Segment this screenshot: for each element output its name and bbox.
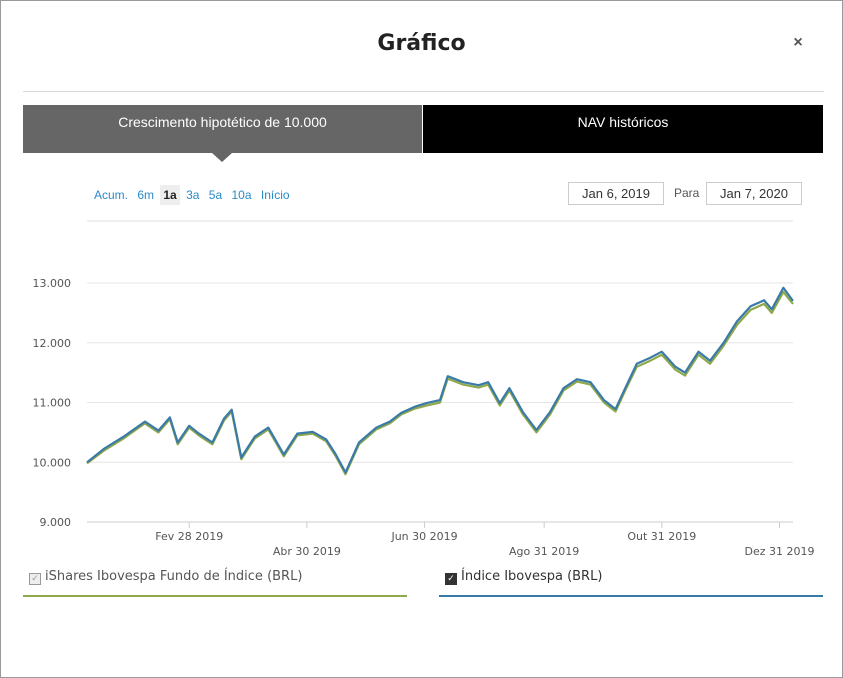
close-icon[interactable]: × bbox=[793, 34, 803, 51]
range-button-3a[interactable]: 3a bbox=[186, 188, 200, 202]
legend-label: iShares Ibovespa Fundo de Índice (BRL) bbox=[45, 569, 303, 584]
range-button-inicio[interactable]: Início bbox=[260, 188, 290, 202]
legend-item-ishares[interactable]: ✓ iShares Ibovespa Fundo de Índice (BRL) bbox=[23, 569, 407, 597]
x-tick-label: Jun 30 2019 bbox=[390, 530, 457, 543]
legend-label: Índice Ibovespa (BRL) bbox=[461, 569, 603, 584]
y-tick-label: 10.000 bbox=[33, 456, 72, 469]
y-tick-label: 9.000 bbox=[40, 516, 72, 529]
active-tab-caret-icon bbox=[212, 153, 232, 162]
start-date-input[interactable]: Jan 6, 2019 bbox=[568, 182, 664, 205]
dialog-title: Gráfico bbox=[377, 31, 466, 56]
date-separator-label: Para bbox=[674, 186, 700, 200]
range-button-acum[interactable]: Acum. bbox=[94, 188, 129, 202]
x-tick-label: Ago 31 2019 bbox=[509, 545, 579, 558]
x-tick-label: Out 31 2019 bbox=[627, 530, 696, 543]
range-button-10a[interactable]: 10a bbox=[231, 188, 252, 202]
series-line-2 bbox=[86, 286, 794, 474]
range-button-1a[interactable]: 1a bbox=[160, 185, 180, 205]
title-divider bbox=[23, 91, 824, 92]
x-tick-label: Abr 30 2019 bbox=[273, 545, 341, 558]
tab-hypothetical-growth[interactable]: Crescimento hipotético de 10.000 bbox=[23, 105, 422, 153]
legend-item-ibovespa[interactable]: ✓ Índice Ibovespa (BRL) bbox=[439, 569, 823, 597]
range-button-5a[interactable]: 5a bbox=[208, 188, 223, 202]
tab-historical-nav[interactable]: NAV históricos bbox=[423, 105, 823, 153]
growth-line-chart: 9.000 10.000 11.000 12.000 13.000 Fev 28 2019… bbox=[33, 220, 814, 558]
x-tick-label: Dez 31 2019 bbox=[744, 545, 814, 558]
y-tick-label: 11.000 bbox=[33, 397, 72, 410]
checkbox-checked-icon[interactable]: ✓ bbox=[29, 573, 41, 585]
x-tick-label: Fev 28 2019 bbox=[155, 530, 223, 543]
y-tick-label: 12.000 bbox=[33, 337, 72, 350]
range-button-6m[interactable]: 6m bbox=[137, 188, 155, 202]
checkbox-checked-icon[interactable]: ✓ bbox=[445, 573, 457, 585]
series-line-1 bbox=[86, 290, 794, 476]
range-selector: Acum. 6m 1a 3a 5a 10a Início bbox=[91, 185, 293, 205]
y-tick-label: 13.000 bbox=[33, 277, 72, 290]
end-date-input[interactable]: Jan 7, 2020 bbox=[706, 182, 802, 205]
